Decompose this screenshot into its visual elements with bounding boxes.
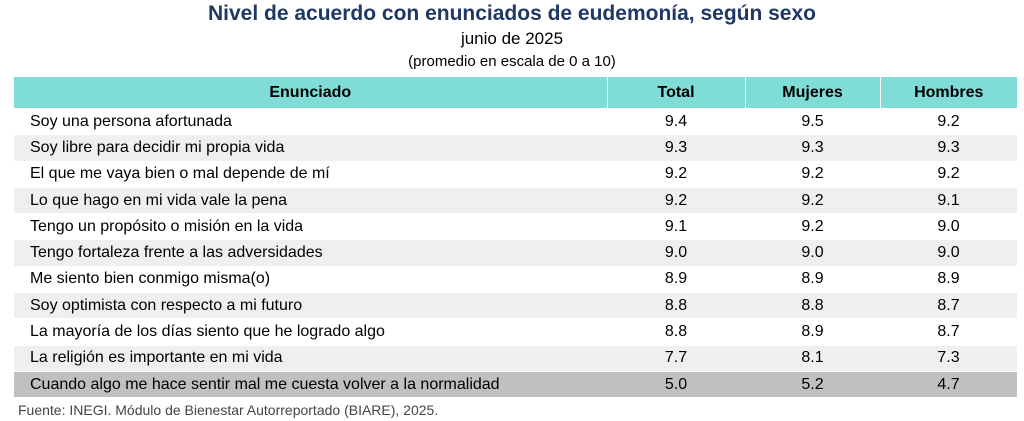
table-row: El que me vaya bien o mal depende de mí 9…: [14, 160, 1017, 188]
statement-cell: Me siento bien conmigo misma(o): [14, 265, 607, 293]
value-cell: 5.2: [745, 370, 880, 398]
table-row: Cuando algo me hace sentir mal me cuesta…: [14, 370, 1017, 398]
value-cell: 8.1: [745, 344, 880, 372]
table-row: La religión es importante en mi vida 7.7 8…: [14, 344, 1017, 372]
table-row: Tengo un propósito o misión en la vida 9.…: [14, 213, 1017, 240]
footer: Fuente: INEGI. Módulo de Bienestar Autor…: [18, 402, 439, 418]
table-row: Tengo fortaleza frente a las adversidade…: [14, 239, 1017, 267]
statement-cell: Cuando algo me hace sentir mal me cuesta…: [14, 370, 607, 398]
value-cell: 9.1: [607, 213, 745, 240]
title: Nivel de acuerdo con enunciados de eudem…: [208, 2, 816, 25]
statement-cell: Tengo un propósito o misión en la vida: [14, 213, 607, 240]
value-cell: 8.8: [745, 292, 880, 319]
value-cell: 5.0: [607, 370, 745, 398]
value-cell: 7.7: [607, 344, 745, 372]
value-cell: 9.4: [607, 107, 745, 135]
value-cell: 9.2: [607, 186, 745, 214]
column-header: Total: [606, 77, 745, 109]
value-cell: 9.2: [607, 160, 745, 188]
value-cell: 7.3: [880, 344, 1017, 372]
value-cell: 9.3: [745, 134, 880, 162]
value-cell: 9.3: [607, 134, 745, 162]
value-cell: 8.9: [745, 265, 880, 293]
value-cell: 8.9: [880, 265, 1017, 293]
table-row: La mayoría de los días siento que he log…: [14, 318, 1017, 346]
statement-cell: Soy una persona afortunada: [14, 107, 607, 135]
statement-cell: Lo que hago en mi vida vale la pena: [14, 186, 607, 214]
statement-cell: Soy libre para decidir mi propia vida: [14, 134, 607, 162]
value-cell: 8.9: [745, 318, 880, 346]
value-cell: 4.7: [880, 370, 1017, 398]
column-header: Mujeres: [744, 77, 880, 109]
statement-cell: Tengo fortaleza frente a las adversidade…: [14, 239, 607, 267]
statement-cell: El que me vaya bien o mal depende de mí: [14, 160, 607, 188]
table-row: Lo que hago en mi vida vale la pena 9.2 9.…: [14, 186, 1017, 214]
table-row: Soy optimista con respecto a mi futuro 8.…: [14, 292, 1017, 319]
value-cell: 9.1: [880, 186, 1017, 214]
value-cell: 9.2: [880, 160, 1017, 188]
statement-cell: Soy optimista con respecto a mi futuro: [14, 292, 607, 319]
column-header: Hombres: [879, 77, 1017, 109]
value-cell: 8.7: [880, 292, 1017, 319]
value-cell: 9.0: [745, 239, 880, 267]
statement-cell: La religión es importante en mi vida: [14, 344, 607, 372]
value-cell: 9.2: [880, 107, 1017, 135]
value-cell: 8.8: [607, 318, 745, 346]
column-header: Enunciado: [14, 77, 607, 109]
value-cell: 8.7: [880, 318, 1017, 346]
value-cell: 9.2: [745, 160, 880, 188]
value-cell: 8.8: [607, 292, 745, 319]
table-row: Soy una persona afortunada 9.4 9.5 9.2: [14, 107, 1017, 135]
table: Enunciado Total Mujeres Hombres Soy una per…: [14, 77, 1017, 398]
value-cell: 9.0: [607, 239, 745, 267]
statement-cell: La mayoría de los días siento que he log…: [14, 318, 607, 346]
value-cell: 9.2: [745, 186, 880, 214]
table-row: Soy libre para decidir mi propia vida 9.3…: [14, 134, 1017, 162]
table-row: Me siento bien conmigo misma(o) 8.9 8.9 8.9: [14, 265, 1017, 293]
table-body: Soy una persona afortunada 9.4 9.5 9.2 Soy l…: [14, 107, 1017, 398]
value-cell: 9.2: [745, 213, 880, 240]
note: (promedio en escala de 0 a 10): [408, 53, 616, 70]
value-cell: 9.0: [880, 213, 1017, 240]
header-row: Enunciado Total Mujeres Hombres: [14, 77, 1017, 109]
value-cell: 9.5: [745, 107, 880, 135]
value-cell: 9.0: [880, 239, 1017, 267]
value-cell: 8.9: [607, 265, 745, 293]
subtitle: junio de 2025: [460, 29, 564, 48]
value-cell: 9.3: [880, 134, 1017, 162]
